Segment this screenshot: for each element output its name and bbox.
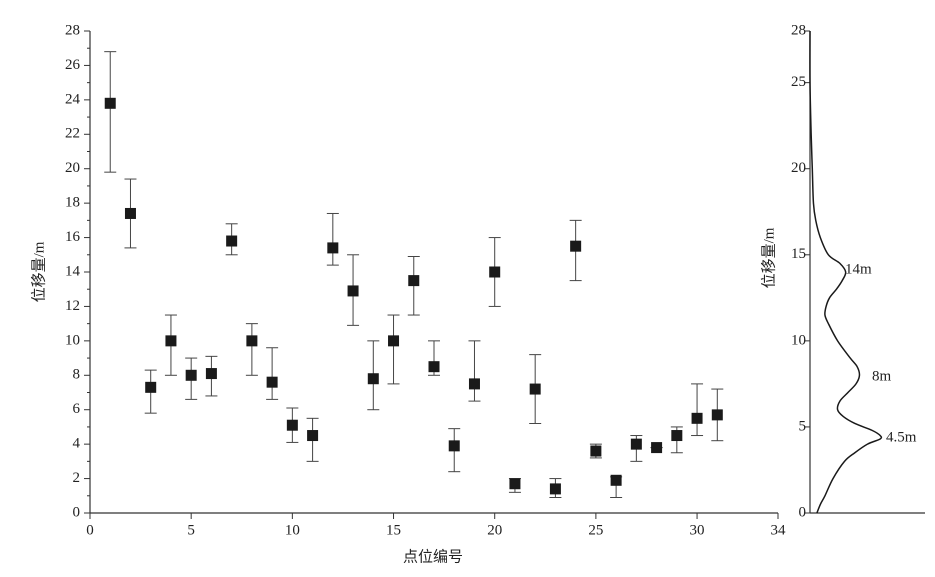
- point: [367, 373, 379, 385]
- y-tick-label: 25: [791, 74, 806, 90]
- x-tick-label: 5: [187, 522, 195, 538]
- x-axis-label: 点位编号: [403, 548, 463, 565]
- y-tick-label: 28: [65, 22, 80, 38]
- y-axis-label: 位移量/m: [760, 227, 777, 288]
- point: [529, 383, 541, 395]
- y-tick-label: 10: [791, 332, 806, 348]
- y-tick-label: 18: [65, 195, 80, 211]
- y-tick-label: 26: [65, 57, 81, 73]
- point: [286, 419, 298, 431]
- point: [448, 440, 460, 452]
- y-tick-label: 0: [73, 504, 81, 520]
- y-tick-label: 5: [799, 418, 807, 434]
- point: [428, 361, 440, 373]
- x-tick-label: 30: [690, 522, 705, 538]
- y-tick-label: 28: [791, 22, 806, 38]
- annotation: 8m: [872, 368, 892, 384]
- point: [711, 409, 723, 421]
- x-tick-label: 0: [86, 522, 94, 538]
- point: [570, 240, 582, 252]
- point: [468, 378, 480, 390]
- y-tick-label: 20: [791, 160, 806, 176]
- point: [651, 442, 663, 454]
- y-tick-label: 20: [65, 160, 80, 176]
- x-tick-label: 10: [285, 522, 300, 538]
- y-tick-label: 15: [791, 246, 806, 262]
- point: [691, 412, 703, 424]
- x-tick-label: 15: [386, 522, 401, 538]
- y-tick-label: 6: [73, 401, 81, 417]
- point: [246, 335, 258, 347]
- point: [205, 368, 217, 380]
- point: [124, 207, 136, 219]
- y-tick-label: 22: [65, 126, 80, 142]
- y-tick-label: 10: [65, 332, 80, 348]
- point: [408, 275, 420, 287]
- point: [307, 430, 319, 442]
- point: [610, 474, 622, 486]
- y-tick-label: 8: [73, 367, 81, 383]
- point: [327, 242, 339, 254]
- y-tick-label: 2: [73, 470, 81, 486]
- point: [388, 335, 400, 347]
- y-tick-label: 16: [65, 229, 81, 245]
- point: [590, 445, 602, 457]
- point: [165, 335, 177, 347]
- y-tick-label: 24: [65, 91, 81, 107]
- point: [509, 478, 521, 490]
- x-tick-label: 25: [588, 522, 603, 538]
- point: [347, 285, 359, 297]
- point: [145, 381, 157, 393]
- point: [266, 376, 278, 388]
- density-curve: [809, 30, 883, 514]
- annotation: 14m: [845, 261, 872, 277]
- y-tick-label: 12: [65, 298, 80, 314]
- point: [549, 483, 561, 495]
- point: [226, 235, 238, 247]
- x-tick-label: 20: [487, 522, 502, 538]
- x-tick-label: 34: [771, 522, 787, 538]
- y-tick-label: 14: [65, 263, 81, 279]
- y-tick-label: 4: [73, 436, 81, 452]
- point: [671, 430, 683, 442]
- annotation: 4.5m: [886, 429, 917, 445]
- y-axis-label: 位移量/m: [30, 241, 47, 302]
- point: [104, 97, 116, 109]
- point: [630, 438, 642, 450]
- point: [185, 369, 197, 381]
- y-tick-label: 0: [799, 504, 807, 520]
- point: [489, 266, 501, 278]
